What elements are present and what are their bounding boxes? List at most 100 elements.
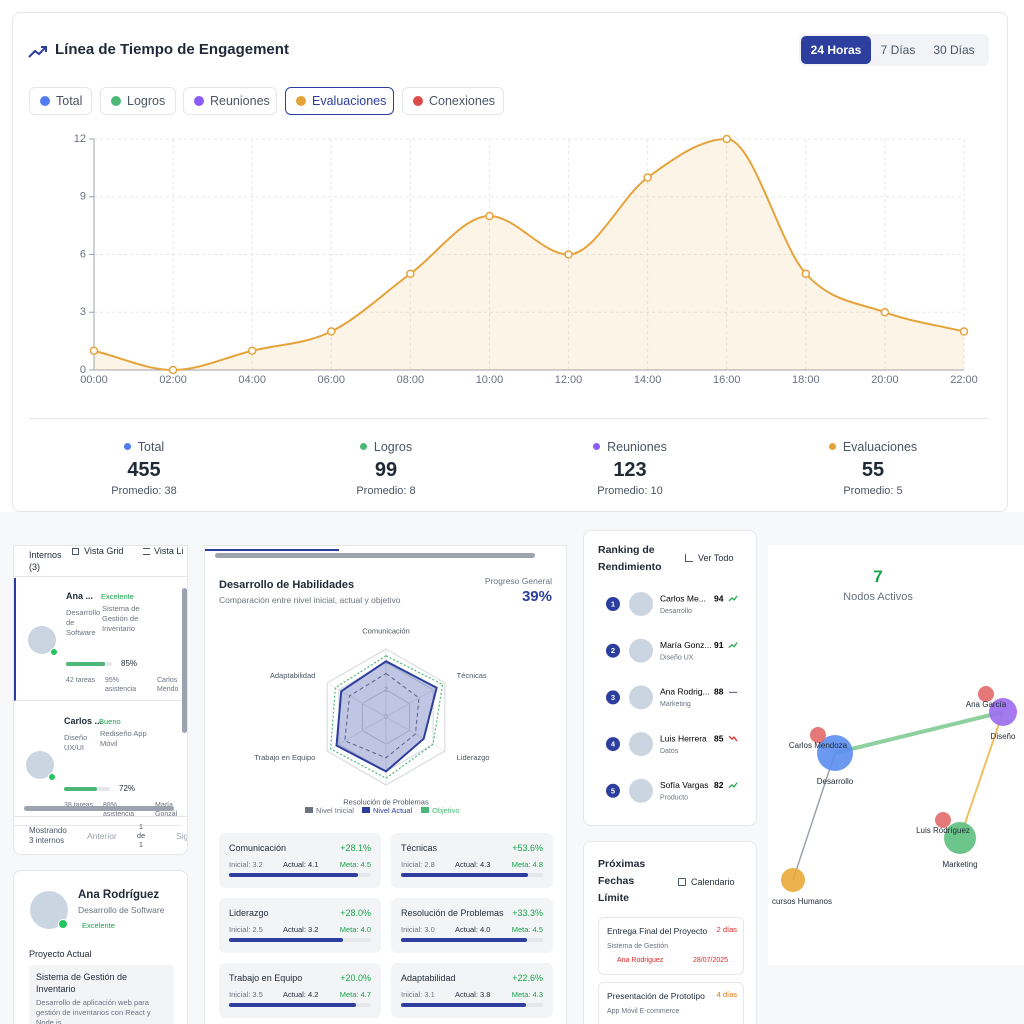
x-tick-label: 00:00	[80, 374, 108, 386]
rank-badge	[606, 783, 620, 798]
skill-current: Actual: 4.1	[283, 860, 319, 869]
title: Línea de Tiempo de Engagement	[55, 41, 289, 58]
view-list[interactable]: Vista Li	[154, 546, 184, 556]
skill-change: +20.0%	[340, 973, 371, 983]
range-tab[interactable]: 30 Días	[933, 43, 975, 57]
rank-badge	[606, 597, 620, 611]
person-label: Carlos Mendoza	[789, 741, 848, 750]
skill-current: Actual: 4.0	[455, 925, 491, 934]
summary-stat: Total 455 Promedio: 38	[44, 437, 244, 507]
skill-change: +53.6%	[512, 843, 543, 853]
status-dot	[50, 648, 58, 656]
y-tick-label: 9	[80, 191, 86, 203]
toggle-label: Total	[56, 94, 83, 108]
series-toggle[interactable]: Logros	[100, 87, 176, 115]
grid-icon	[72, 548, 79, 555]
toggle-dot	[296, 96, 306, 106]
header-divider	[14, 576, 187, 577]
ranking-action[interactable]: Ver Todo	[698, 553, 734, 563]
skill-initial: Inicial: 3.2	[229, 860, 263, 869]
deadlines-action[interactable]: Calendario	[691, 877, 735, 887]
skill-current: Actual: 4.3	[455, 860, 491, 869]
radar-series	[344, 672, 420, 759]
intern-card[interactable]: Ana ... Excelente Desarrollo de Software Si…	[14, 578, 182, 701]
deadlines-title: Próximas Fechas Límite	[598, 858, 646, 904]
series-toggle[interactable]: Evaluaciones	[285, 87, 394, 115]
network-edge	[792, 752, 836, 881]
range-tab[interactable]: 24 Horas	[801, 36, 871, 64]
summary-name: Logros	[373, 439, 413, 454]
skill-card: Resolución de Problemas +33.3% Inicial: 3.…	[391, 898, 553, 953]
summary-name: Total	[137, 439, 165, 454]
next[interactable]: Sig	[176, 831, 188, 841]
summary-average: Promedio: 8	[356, 485, 416, 497]
legend-swatch	[362, 807, 370, 813]
intern-tasks: 38 tareas	[64, 801, 98, 810]
engagement-panel: Línea de Tiempo de Engagement 24 Horas 7 D…	[12, 12, 1008, 512]
rank-score: 88	[714, 687, 724, 697]
rank-dept: Desarrollo	[660, 608, 692, 615]
radar-axis-label: Comunicación	[362, 626, 410, 635]
legend-swatch	[421, 807, 429, 813]
x-tick-label: 16:00	[713, 374, 741, 386]
network-panel: 7 Nodos Activos Carlos Mendoza Desarrollo An…	[768, 545, 1024, 965]
node-count: 7	[873, 567, 883, 586]
intern-tasks: 42 tareas	[66, 677, 96, 684]
deadline-owner: Ana Rodriguez	[617, 957, 664, 964]
group-label: cursos Humanos	[772, 897, 832, 906]
network-edge	[959, 711, 1004, 839]
progress-fill	[66, 662, 106, 666]
svg-layer: 0 3 6 9 12 00:00 02:00 04:00 06:00 08:00 10:00 12:0…	[74, 133, 978, 386]
trend-icon	[728, 642, 738, 649]
rank-number: 2	[611, 646, 615, 655]
svg-layer: 024ComunicaciónTécnicasLiderazgoResoluci…	[254, 626, 489, 815]
status-dot	[58, 919, 68, 929]
intern-project: Sistema de Gestión de Inventario	[102, 604, 140, 633]
summary-dot	[593, 443, 601, 450]
legend-label: Objetivo	[432, 806, 460, 815]
interns-panel: Internos (3) Vista Grid Vista Li Ana ... Exc…	[13, 545, 188, 855]
range-tab[interactable]: 7 Días	[880, 43, 916, 57]
x-tick-label: 14:00	[634, 374, 662, 386]
prev[interactable]: Anterior	[87, 831, 117, 841]
summary-name-row: Evaluaciones	[828, 440, 917, 454]
point	[564, 250, 573, 259]
network-edge	[834, 710, 1004, 755]
profile-name: Ana Rodríguez	[78, 889, 160, 901]
series-toggle[interactable]: Conexiones	[402, 87, 504, 115]
view-grid[interactable]: Vista Grid	[84, 546, 124, 556]
series-toggle[interactable]: Reuniones	[183, 87, 277, 115]
intern-card[interactable]: Carlos ... Bueno Diseño UX/UI Rediseño App …	[14, 703, 182, 826]
toggle-label: Evaluaciones	[312, 94, 387, 108]
summary-value: 99	[374, 459, 398, 481]
intern-attendance: 88% asistencia	[103, 802, 135, 818]
rank-number: 1	[611, 599, 615, 608]
y-tick-label: 0	[80, 364, 86, 376]
series-toggle[interactable]: Total	[29, 87, 92, 115]
scrollbar-h	[24, 806, 174, 811]
skill-current: Actual: 3.8	[455, 990, 491, 999]
skill-fill	[401, 1003, 527, 1007]
skill-current: Actual: 3.2	[283, 925, 319, 934]
rank-name: Carlos Me...	[660, 593, 706, 603]
radar-axis-label: Trabajo en Equipo	[254, 753, 315, 762]
point	[880, 308, 890, 317]
skill-fill	[229, 1003, 356, 1007]
intern-attendance: 95% asistencia	[105, 677, 137, 693]
intern-name: Ana ...	[66, 591, 94, 601]
point	[643, 173, 652, 182]
project-description: Desarrollo de aplicación web para gestió…	[36, 998, 151, 1024]
skill-card: Trabajo en Equipo +20.0% Inicial: 3.5 Actua…	[219, 963, 381, 1018]
toggle-label: Logros	[127, 94, 166, 108]
group-label: Diseño	[991, 732, 1016, 741]
skill-target: Meta: 4.7	[339, 990, 371, 999]
summary-average: Promedio: 38	[111, 485, 177, 497]
rank-number: 3	[611, 693, 615, 702]
summary-dot	[123, 443, 131, 450]
skill-target: Meta: 4.0	[339, 925, 371, 934]
summary-name: Reuniones	[607, 439, 667, 454]
progress-label: 72%	[119, 784, 136, 793]
rank-name: Sofía Vargas	[660, 780, 709, 790]
skill-initial: Inicial: 2.8	[401, 860, 435, 869]
